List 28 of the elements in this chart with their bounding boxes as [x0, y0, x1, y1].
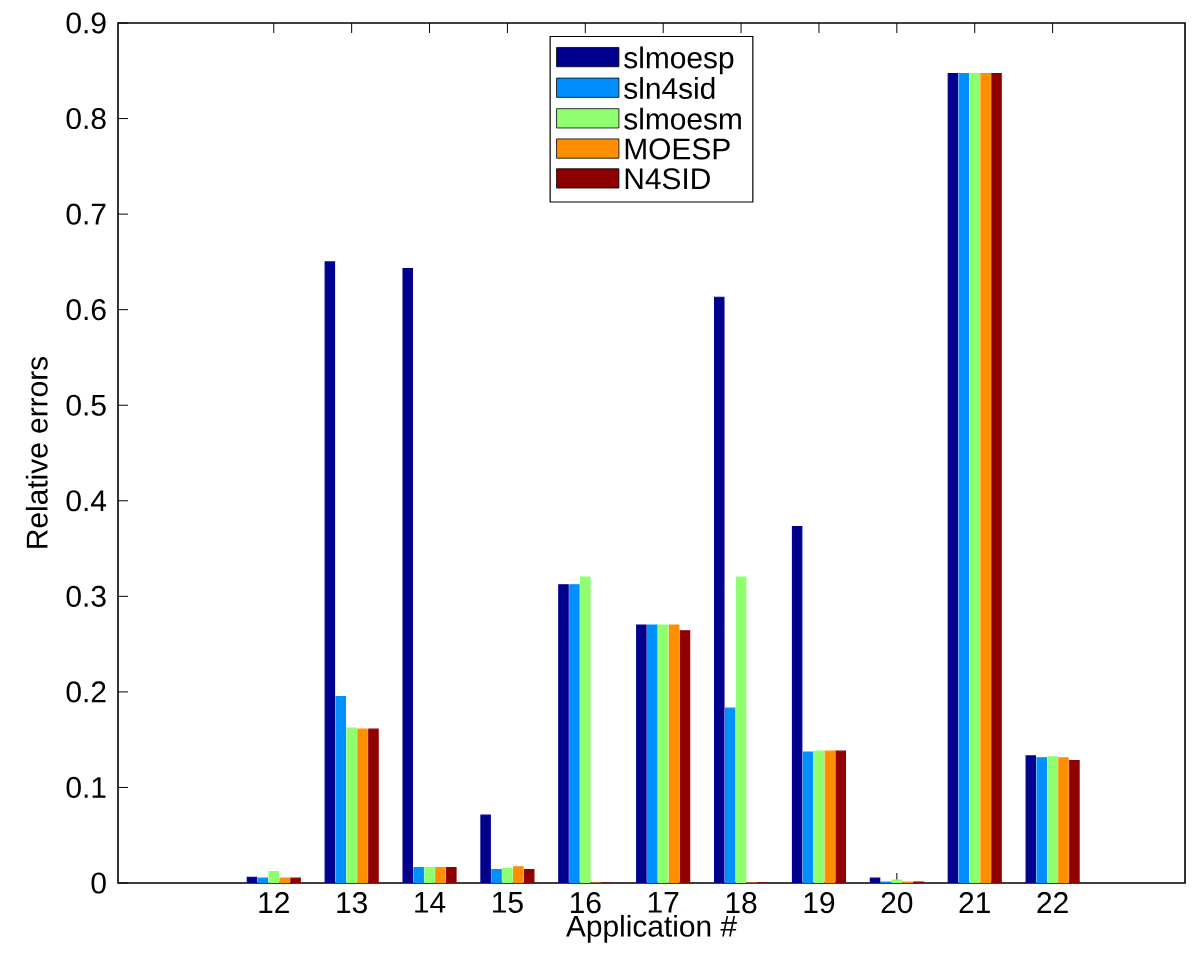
y-tick-label: 0.3: [66, 585, 106, 607]
x-tick-label: 13: [337, 892, 367, 914]
y-tick-label: 0.4: [66, 490, 107, 512]
x-tick-label: 22: [1037, 892, 1068, 913]
y-tick-label: 0.9: [66, 12, 106, 34]
x-tick-label: 17: [648, 892, 679, 913]
x-tick-label: 18: [726, 892, 757, 914]
x-tick-label: 15: [493, 892, 523, 913]
x-axis-title: Application #: [565, 914, 737, 943]
y-axis-title: Relative errors: [25, 356, 48, 548]
x-tick-label: 12: [259, 892, 289, 913]
legend-label: MOESP: [625, 138, 730, 160]
x-tick-label: 16: [570, 892, 601, 914]
y-tick-label: 0.7: [66, 203, 106, 225]
y-tick-label: 0.2: [66, 681, 106, 703]
y-tick-label: 0.6: [66, 299, 106, 321]
legend-label: slmoesm: [624, 107, 741, 130]
y-tick-label: 0: [91, 872, 106, 894]
x-tick-label: 14: [415, 892, 446, 913]
legend-label: N4SID: [625, 168, 710, 190]
y-tick-label: 0.8: [66, 107, 106, 130]
y-tick-label: 0.1: [66, 776, 106, 799]
x-tick-label: 21: [959, 892, 990, 913]
y-tick-label: 0.5: [66, 394, 106, 416]
legend-label: slmoesp: [624, 46, 734, 75]
x-tick-label: 20: [881, 892, 913, 914]
legend-label: sln4sid: [624, 77, 715, 100]
x-tick-label: 19: [804, 892, 835, 914]
